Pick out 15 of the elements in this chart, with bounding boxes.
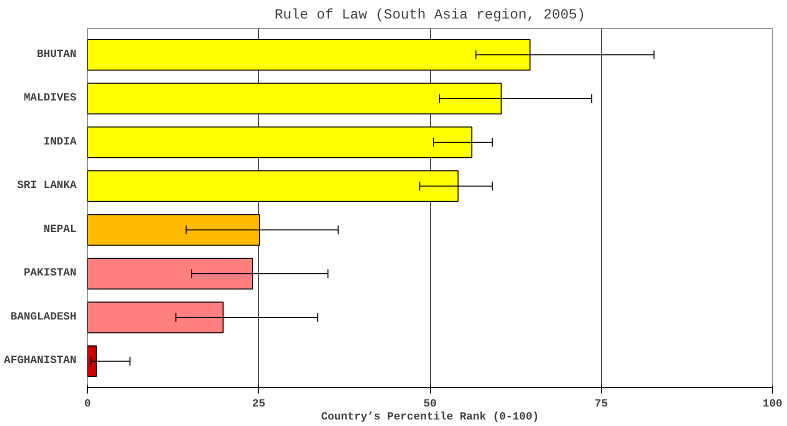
- x-axis-title: Country’s Percentile Rank (0-100): [321, 412, 539, 424]
- y-tick-label: SRI LANKA: [17, 180, 77, 192]
- y-tick-label: MALDIVES: [24, 92, 77, 105]
- x-tick-label: 75: [594, 398, 608, 410]
- y-tick-label: NEPAL: [43, 224, 77, 236]
- x-tick-label: 50: [423, 398, 437, 410]
- x-tick-label: 0: [84, 398, 91, 410]
- chart-title: Rule of Law (South Asia region, 2005): [274, 8, 586, 24]
- y-tick-label: PAKISTAN: [24, 268, 77, 280]
- y-tick-label: BHUTAN: [36, 48, 77, 61]
- y-tick-label: INDIA: [43, 136, 77, 148]
- y-tick-label: AFGHANISTAN: [4, 355, 77, 368]
- x-tick-label: 100: [762, 398, 782, 410]
- x-tick-label: 25: [252, 398, 266, 410]
- y-tick-label: BANGLADESH: [10, 311, 77, 324]
